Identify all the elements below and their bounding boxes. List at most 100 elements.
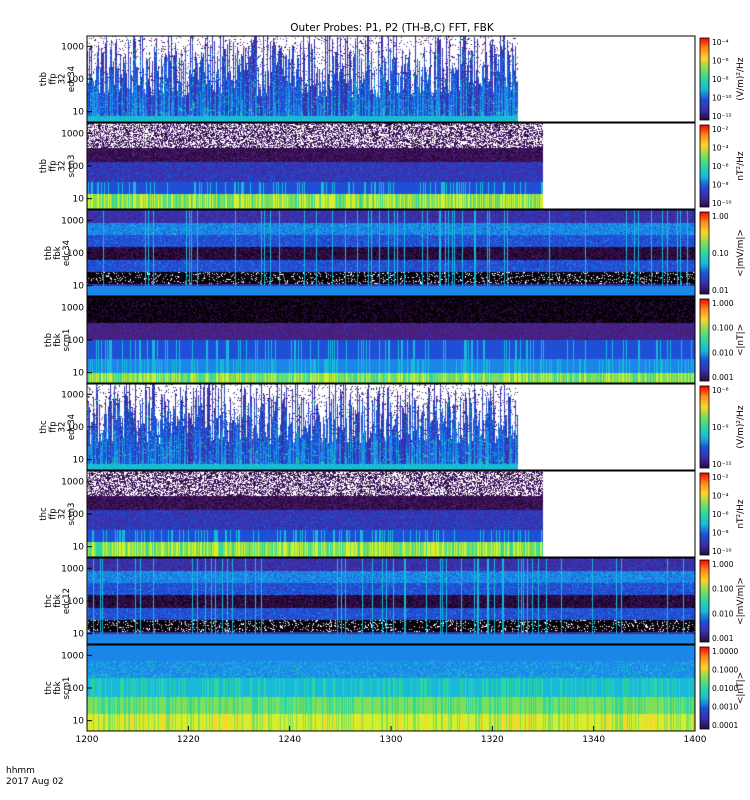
y-tick-label: 100 <box>67 336 84 346</box>
colorbar-tick-label: 1.000 <box>712 560 734 569</box>
y-tick-label: 100 <box>67 249 84 259</box>
panel-label: thcffp32edc34 <box>39 414 77 440</box>
spectrogram-image <box>87 210 695 296</box>
y-tick-label: 100 <box>67 510 84 520</box>
y-tick-label: 10 <box>73 369 85 379</box>
y-tick-label: 10 <box>73 195 85 205</box>
y-tick-label: 1000 <box>61 129 84 139</box>
panel-label: thbfbkedc34 <box>44 240 72 266</box>
colorbar-tick-label: 10⁻⁴ <box>712 492 729 501</box>
panel-label: thcffp32scm3 <box>39 503 77 526</box>
spectrogram-image <box>87 36 695 122</box>
y-tick-label: 100 <box>67 684 84 694</box>
colorbar <box>699 472 710 556</box>
x-tick-label: 1300 <box>380 735 403 745</box>
spectrogram-panel-6: 10 100 1000 thcffp32scm3 10⁻² 10⁻⁴ 10⁻⁶ 10⁻⁸ 10⁻… <box>39 470 746 558</box>
x-tick-label: 1240 <box>278 735 301 745</box>
colorbar-tick-label: 10⁻⁶ <box>712 162 729 171</box>
colorbar-tick-label: 0.100 <box>712 585 734 594</box>
panel-label: thbfbkscm1 <box>44 329 72 352</box>
panel-label: thcfbkscm1 <box>44 677 72 700</box>
spectrogram-image <box>87 384 695 470</box>
colorbar-tick-label: 10⁻¹⁰ <box>712 94 732 103</box>
spectrogram-panel-2: 10 100 1000 thbffp32scm3 10⁻² 10⁻⁴ 10⁻⁶ 10⁻⁸ 10⁻… <box>39 122 746 210</box>
colorbar-tick-label: 10⁻⁶ <box>712 57 729 66</box>
x-tick-label: 1340 <box>582 735 605 745</box>
colorbar-tick-label: 0.0100 <box>712 684 738 693</box>
date-label: 2017 Aug 02 <box>6 777 64 787</box>
spectrogram-panel-1: 10 100 1000 thbffp32edc34 10⁻⁴ 10⁻⁶ 10⁻⁸ 10⁻¹⁰ 1… <box>39 35 746 123</box>
y-tick-label: 100 <box>67 597 84 607</box>
figure-title: Outer Probes: P1, P2 (TH-B,C) FFT, FBK <box>290 22 495 34</box>
colorbar-tick-label: 10⁻⁴ <box>712 38 729 47</box>
colorbar-tick-label: 10⁻¹⁰ <box>712 547 732 556</box>
panel-label: thcfbkedc12 <box>44 588 72 614</box>
colorbar-unit: <|nT|> <box>736 672 746 704</box>
spectrogram-panel-7: 10 100 1000 thcfbkedc12 1.000 0.100 0.010 0.001… <box>44 557 746 645</box>
y-tick-label: 1000 <box>61 42 84 52</box>
colorbar <box>699 37 710 121</box>
colorbar <box>699 646 710 730</box>
colorbar-tick-label: 10⁻⁹ <box>712 423 729 432</box>
y-tick-label: 1000 <box>61 216 84 226</box>
colorbar-tick-label: 10⁻⁸ <box>712 181 729 190</box>
y-tick-label: 10 <box>73 717 85 727</box>
colorbar-unit: (V/m)²/Hz <box>736 405 746 448</box>
y-tick-label: 10 <box>73 282 85 292</box>
colorbar-tick-label: 0.1000 <box>712 666 738 675</box>
colorbar-tick-label: 0.01 <box>712 286 729 295</box>
spectrogram-image <box>87 471 695 557</box>
x-axis: 1200 1220 1240 1300 1320 1340 1400 <box>76 726 707 745</box>
time-axis-label: hhmm <box>6 766 35 776</box>
colorbar-tick-label: 0.010 <box>712 348 734 357</box>
colorbar-tick-label: 10⁻² <box>712 473 729 482</box>
colorbar-tick-label: 10⁻⁶ <box>712 510 729 519</box>
colorbar-tick-label: 0.100 <box>712 324 734 333</box>
colorbar-tick-label: 1.00 <box>712 212 729 221</box>
colorbar <box>699 211 710 295</box>
y-tick-label: 1000 <box>61 390 84 400</box>
x-tick-label: 1320 <box>481 735 504 745</box>
colorbar-unit: <|mV/m|> <box>736 577 746 625</box>
spectrogram-image <box>87 558 695 644</box>
colorbar <box>699 559 710 643</box>
colorbar-tick-label: 0.0001 <box>712 721 738 730</box>
y-tick-label: 100 <box>67 162 84 172</box>
y-tick-label: 100 <box>67 75 84 85</box>
colorbar-tick-label: 0.010 <box>712 609 734 618</box>
spectrogram-image <box>87 297 695 383</box>
spectrogram-panel-5: 10 100 1000 thcffp32edc34 10⁻⁶ 10⁻⁹ 10⁻¹² (V/m)… <box>39 383 746 471</box>
y-tick-label: 1000 <box>61 564 84 574</box>
x-tick-label: 1400 <box>684 735 707 745</box>
colorbar-unit: <|mV/m|> <box>736 229 746 277</box>
y-tick-label: 10 <box>73 108 85 118</box>
y-tick-label: 10 <box>73 456 85 466</box>
colorbar-tick-label: 10⁻¹² <box>712 112 732 121</box>
y-tick-label: 1000 <box>61 477 84 487</box>
colorbar-tick-label: 10⁻⁶ <box>712 386 729 395</box>
colorbar <box>699 385 710 469</box>
colorbar-tick-label: 10⁻⁸ <box>712 529 729 538</box>
colorbar-tick-label: 10⁻¹² <box>712 460 732 469</box>
colorbar-tick-label: 10⁻² <box>712 125 729 134</box>
colorbar-tick-label: 10⁻⁴ <box>712 144 729 153</box>
colorbar-tick-label: 0.001 <box>712 373 734 382</box>
spectrogram-image <box>87 123 695 209</box>
colorbar-tick-label: 10⁻¹⁰ <box>712 199 732 208</box>
spectrogram-panel-8: 10 100 1000 thcfbkscm1 1.0000 0.1000 0.0100 0.0… <box>44 644 746 732</box>
spectrogram-panel-4: 10 100 1000 thbfbkscm1 1.000 0.100 0.010 0.001 <… <box>44 296 746 384</box>
colorbar <box>699 298 710 382</box>
colorbar-tick-label: 10⁻⁸ <box>712 75 729 84</box>
y-tick-label: 10 <box>73 543 85 553</box>
colorbar-unit: nT²/Hz <box>736 151 746 181</box>
colorbar-tick-label: 1.000 <box>712 299 734 308</box>
colorbar-unit: (V/m)²/Hz <box>736 57 746 100</box>
colorbar-unit: <|nT|> <box>736 324 746 356</box>
colorbar-tick-label: 1.0000 <box>712 647 738 656</box>
colorbar-tick-label: 0.10 <box>712 249 729 258</box>
y-tick-label: 100 <box>67 423 84 433</box>
colorbar <box>699 124 710 208</box>
spectrogram-panel-3: 10 100 1000 thbfbkedc34 1.00 0.10 0.01 <|mV/m|> <box>44 209 746 297</box>
